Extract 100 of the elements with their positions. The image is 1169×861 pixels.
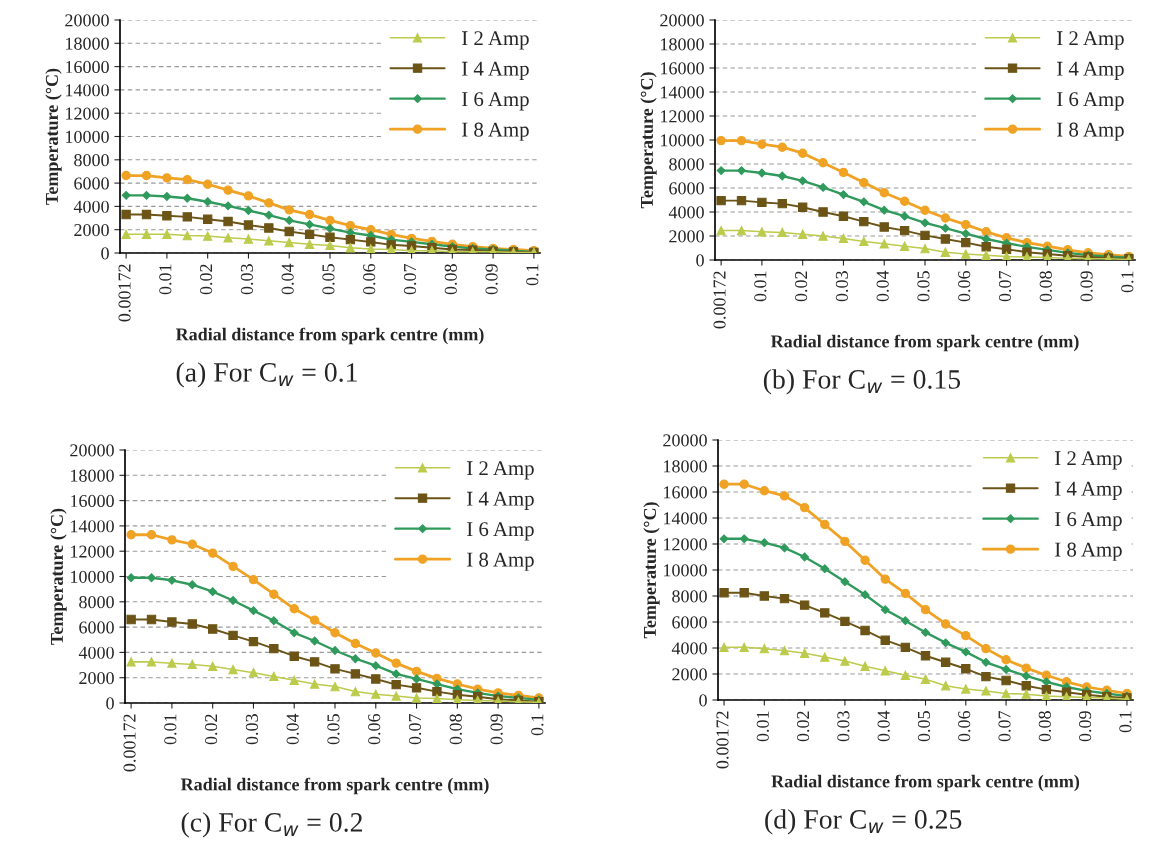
x-axis-title: Radial distance from spark centre (mm) [180, 777, 489, 795]
x-axis-title: Radial distance from spark centre (mm) [770, 334, 1079, 352]
x-axis-title: Radial distance from spark centre (mm) [175, 327, 484, 345]
y-tick-label: 16000 [661, 62, 704, 75]
x-tick-label: 0.09 [1079, 711, 1092, 742]
y-tick-label: 18000 [664, 460, 707, 473]
x-tick-label: 0.04 [877, 710, 890, 742]
y-tick-label: 4000 [668, 206, 704, 219]
y-tick-label: 0 [106, 697, 114, 710]
text: (d) For C$_{w}$ = 0.25 [765, 809, 962, 835]
x-tick-label: 0.07 [403, 263, 417, 295]
y-tick-label: 10000 [664, 564, 707, 577]
y-tick-label: 4000 [73, 200, 109, 213]
text: (c) For C$_{w}$ = 0.2 [181, 812, 362, 838]
x-tick-label: 0.07 [998, 710, 1011, 742]
x-tick-label: 0.1 [531, 714, 544, 736]
legend-label: I 4 Amp [462, 61, 529, 80]
x-tick-label: 0.1 [1121, 271, 1134, 293]
y-tick-label: 10000 [71, 570, 114, 583]
x-tick-label: 0.1 [1119, 711, 1132, 733]
legend-label: I 8 Amp [467, 552, 534, 571]
y-axis-title: Temperature (°C) [643, 502, 660, 639]
y-tick-label: 2000 [79, 671, 114, 685]
y-tick-label: 14000 [66, 84, 109, 97]
legend-label: I 8 Amp [1055, 542, 1122, 561]
y-tick-label: 2000 [672, 668, 707, 681]
y-tick-label: 20000 [65, 14, 109, 27]
x-tick-label: 0.03 [835, 271, 849, 302]
y-tick-label: 0 [696, 254, 704, 267]
y-tick-label: 12000 [71, 545, 114, 558]
x-tick-label: 0.01 [159, 264, 172, 295]
x-tick-label: 0.06 [958, 270, 971, 302]
y-tick-label: 20000 [70, 444, 114, 457]
x-tick-label: 0.09 [1080, 271, 1093, 302]
x-tick-label: 0.02 [205, 714, 218, 745]
y-tick-label: 8000 [79, 596, 114, 609]
y-tick-label: 4000 [671, 642, 707, 655]
y-tick-label: 2000 [669, 230, 704, 243]
x-axis-title: Radial distance from spark centre (mm) [771, 774, 1080, 792]
y-axis-title: Temperature (°C) [45, 68, 62, 205]
x-tick-label: 0.05 [917, 711, 931, 742]
legend-label: I 8 Amp [1057, 122, 1124, 141]
y-tick-label: 0 [699, 694, 707, 707]
x-tick-label: 0.00172 [716, 711, 729, 769]
x-tick-label: 0.08 [1039, 271, 1052, 302]
legend-label: I 2 Amp [1055, 451, 1122, 470]
x-tick-label: 0.02 [795, 271, 808, 302]
y-tick-label: 4000 [78, 646, 114, 659]
x-tick-label: 0.01 [754, 271, 767, 302]
legend-label: I 6 Amp [462, 92, 529, 111]
legend-label: I 6 Amp [467, 522, 534, 541]
y-tick-label: 6000 [669, 182, 704, 195]
y-tick-label: 6000 [672, 616, 707, 629]
x-tick-label: 0.07 [408, 713, 422, 745]
y-tick-label: 12000 [66, 107, 109, 120]
y-tick-label: 0 [101, 247, 109, 260]
x-tick-label: 0.06 [363, 263, 376, 295]
x-tick-label: 0.09 [490, 714, 503, 745]
y-tick-label: 6000 [74, 177, 109, 190]
y-tick-label: 20000 [660, 14, 704, 27]
y-tick-label: 14000 [71, 520, 114, 533]
y-tick-label: 16000 [664, 486, 707, 499]
x-tick-label: 0.02 [796, 711, 810, 742]
y-tick-label: 18000 [661, 38, 704, 51]
legend-label: I 4 Amp [467, 491, 534, 510]
legend-label: I 8 Amp [462, 122, 529, 141]
y-tick-label: 12000 [661, 110, 704, 123]
y-axis-title: Temperature (°C) [640, 72, 657, 209]
x-tick-label: 0.01 [756, 711, 769, 742]
x-tick-label: 0.01 [164, 714, 177, 745]
x-tick-label: 0.03 [245, 714, 259, 745]
y-tick-label: 16000 [71, 494, 114, 508]
y-tick-label: 20000 [663, 434, 707, 447]
y-axis-title: Temperature (°C) [50, 508, 67, 645]
legend-label: I 6 Amp [1057, 92, 1124, 111]
legend-label: I 2 Amp [462, 31, 529, 50]
x-tick-label: 0.02 [200, 264, 213, 295]
legend-label: I 2 Amp [467, 461, 534, 480]
y-tick-label: 10000 [661, 134, 704, 147]
x-tick-label: 0.00172 [118, 264, 131, 322]
y-tick-label: 10000 [66, 130, 109, 143]
x-tick-label: 0.06 [368, 713, 381, 745]
text: (a) For C$_{w}$ = 0.1 [176, 362, 357, 388]
x-tick-label: 0.04 [876, 270, 889, 302]
legend-label: I 4 Amp [1057, 61, 1124, 80]
y-tick-label: 8000 [74, 154, 109, 167]
legend-label: I 6 Amp [1055, 512, 1122, 531]
text: (b) For C$_{w}$ = 0.15 [763, 369, 961, 395]
x-tick-label: 0.09 [485, 264, 498, 295]
x-tick-label: 0.1 [526, 264, 539, 286]
x-tick-label: 0.06 [958, 710, 971, 742]
x-tick-label: 0.05 [322, 264, 335, 295]
y-tick-label: 12000 [664, 538, 707, 551]
y-tick-label: 18000 [66, 37, 109, 50]
x-tick-label: 0.05 [917, 271, 930, 302]
x-tick-label: 0.00172 [713, 271, 726, 329]
x-tick-label: 0.08 [444, 264, 457, 295]
x-tick-label: 0.05 [327, 714, 340, 745]
legend-label: I 2 Amp [1057, 31, 1124, 50]
x-tick-label: 0.03 [837, 711, 850, 742]
